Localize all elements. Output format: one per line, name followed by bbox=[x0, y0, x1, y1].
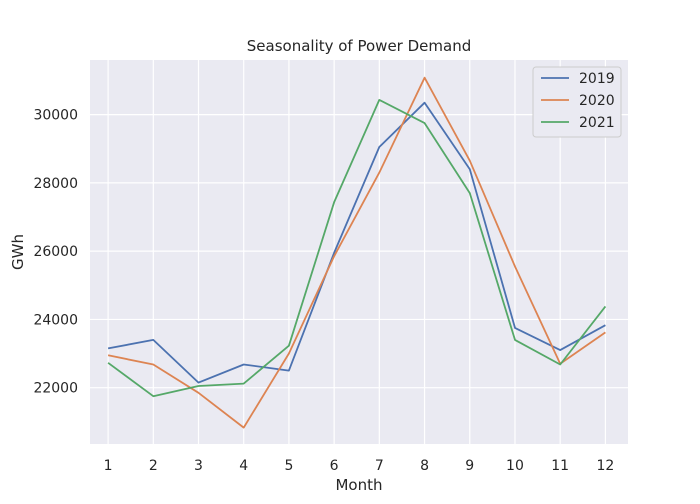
x-tick-label: 2 bbox=[149, 458, 158, 474]
x-tick-label: 5 bbox=[284, 458, 293, 474]
y-tick-label: 24000 bbox=[33, 312, 78, 328]
y-tick-label: 28000 bbox=[33, 176, 78, 192]
x-tick-label: 10 bbox=[506, 458, 524, 474]
legend-label: 2019 bbox=[579, 71, 615, 87]
y-tick-label: 30000 bbox=[33, 108, 78, 124]
legend-box bbox=[532, 66, 622, 138]
x-tick-label: 4 bbox=[239, 458, 248, 474]
x-tick-label: 12 bbox=[596, 458, 614, 474]
x-tick-label: 8 bbox=[420, 458, 429, 474]
series-line-2019 bbox=[107, 101, 606, 384]
y-axis-ticks: 22000 24000 26000 28000 30000 bbox=[33, 108, 78, 397]
x-axis-label: Month bbox=[335, 476, 382, 494]
chart-title: Seasonality of Power Demand bbox=[247, 37, 471, 55]
legend-label: 2020 bbox=[579, 93, 615, 109]
x-tick-label: 6 bbox=[330, 458, 339, 474]
x-axis-ticks: 1 2 3 4 5 6 7 8 9 10 11 12 bbox=[104, 458, 615, 474]
x-tick-label: 7 bbox=[375, 458, 384, 474]
x-tick-label: 9 bbox=[465, 458, 474, 474]
x-tick-label: 3 bbox=[194, 458, 203, 474]
y-tick-label: 26000 bbox=[33, 244, 78, 260]
x-tick-label: 11 bbox=[551, 458, 569, 474]
series-line-2021 bbox=[107, 99, 607, 398]
y-tick-label: 22000 bbox=[33, 381, 78, 397]
series-lines bbox=[107, 76, 607, 429]
x-tick-label: 1 bbox=[104, 458, 113, 474]
y-axis-label: GWh bbox=[9, 234, 27, 270]
legend-label: 2021 bbox=[579, 115, 615, 131]
legend: 2019 2020 2021 bbox=[532, 66, 622, 138]
